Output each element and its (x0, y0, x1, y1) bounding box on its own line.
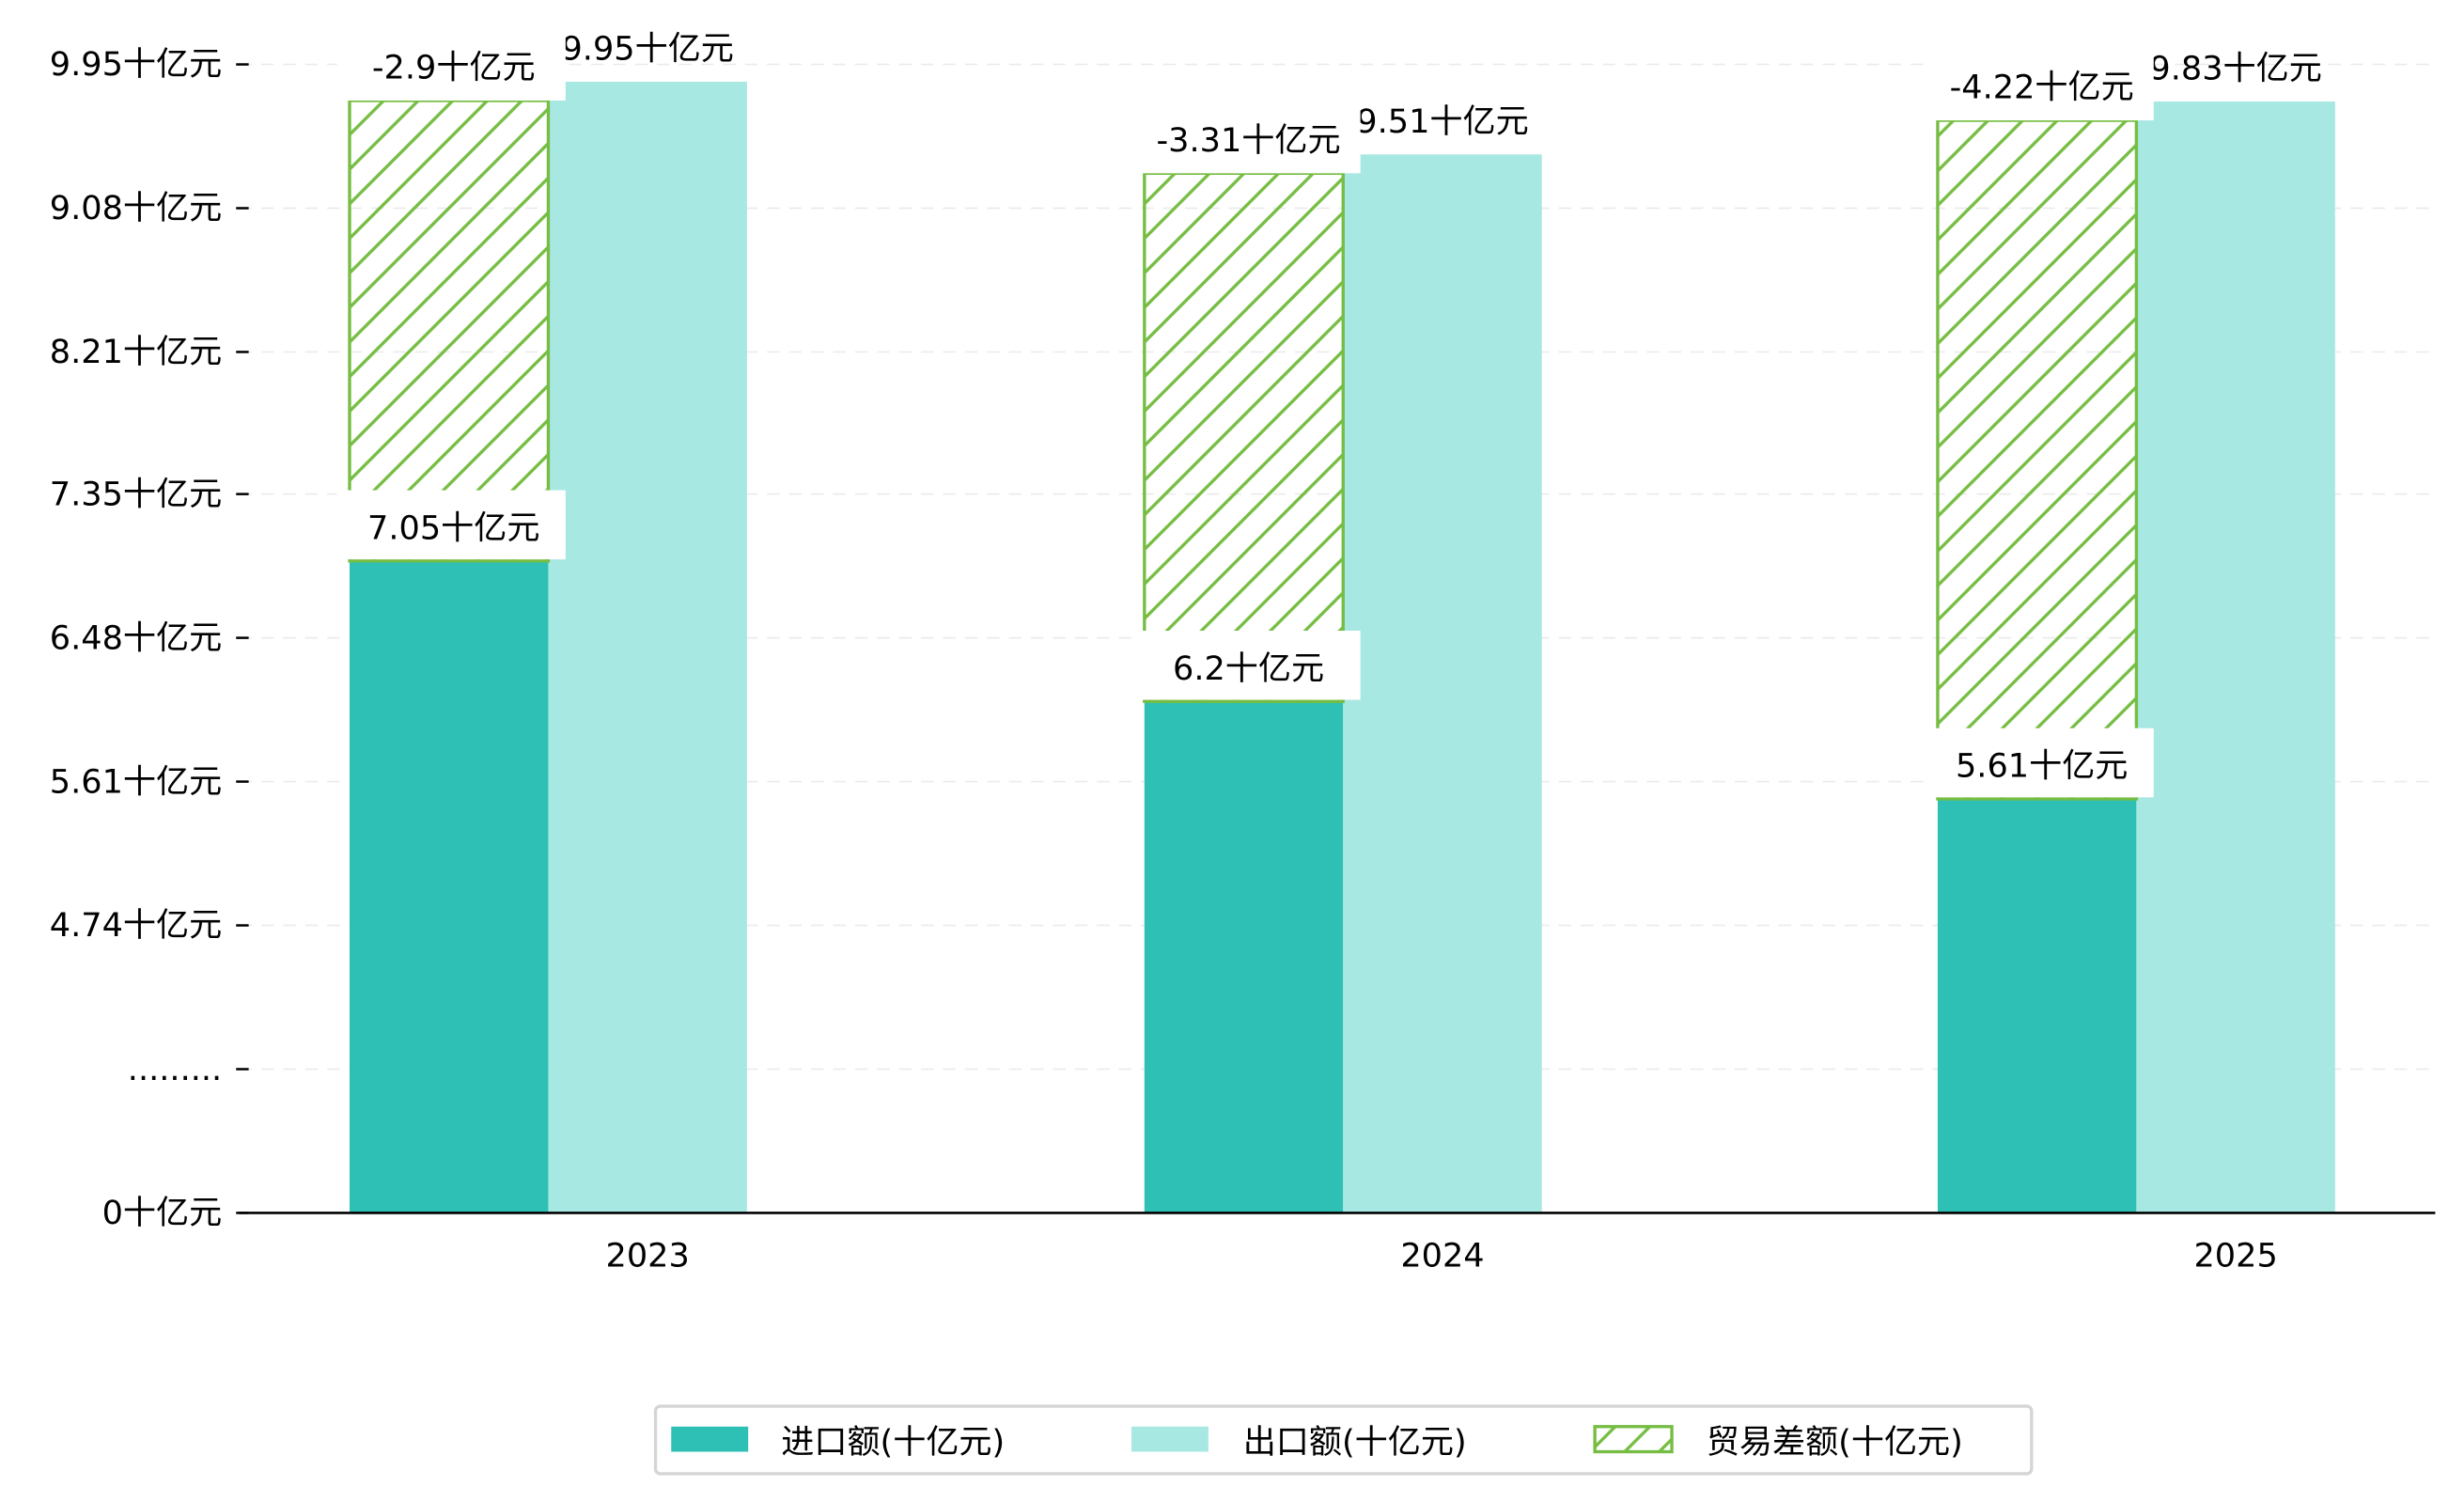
import-label-box (336, 490, 566, 560)
export-label: 9.83十亿元 (2149, 50, 2321, 88)
bar-export (548, 81, 747, 1213)
balance-label-box (1925, 51, 2154, 121)
legend-swatch (1131, 1426, 1209, 1452)
legend-box (653, 1404, 2034, 1476)
legend: 进口额(十亿元) 出口额(十亿元) 贸易差额(十亿元) (653, 1404, 2034, 1476)
bar-export (2136, 102, 2335, 1213)
bar-import (1937, 798, 2137, 1213)
import-label: 6.2十亿元 (1173, 649, 1324, 688)
export-label: 9.95十亿元 (561, 30, 733, 69)
y-tick-label: 0十亿元 (102, 1194, 223, 1232)
bar-export (1343, 154, 1542, 1213)
legend-label: 进口额(十亿元) (781, 1423, 1005, 1462)
data-labels: 9.95十亿元 7.05十亿元 -2.9十亿元 9.51十亿元 6.2十亿元 -3.31十… (336, 30, 2322, 798)
balance-label-box (1131, 103, 1361, 174)
legend-swatch-trade-balance (1593, 1425, 1674, 1454)
y-tick-label: 4.74十亿元 (50, 906, 222, 945)
bar-import (1144, 701, 1344, 1213)
import-label: 7.05十亿元 (367, 508, 539, 547)
y-tick-label: 8.21十亿元 (50, 333, 222, 371)
balance-label: -3.31十亿元 (1157, 121, 1341, 160)
axes: 0十亿元......... 4.74十亿元 5.61十亿元 6.48十亿元 7.35十亿… (50, 45, 2436, 1275)
y-tick-label: 9.95十亿元 (50, 45, 222, 84)
x-tick-label: 2024 (1400, 1236, 1484, 1275)
export-label: 9.51十亿元 (1356, 102, 1528, 141)
legend-label: 出口额(十亿元) (1243, 1423, 1467, 1462)
bar-import (350, 560, 549, 1213)
y-tick-label: 7.35十亿元 (50, 475, 222, 513)
bar-trade-balance (1936, 118, 2139, 801)
y-tick-label: 6.48十亿元 (50, 618, 222, 657)
balance-label: -2.9十亿元 (372, 49, 536, 87)
x-tick-label: 2023 (606, 1236, 690, 1275)
balance-label: -4.22十亿元 (1950, 69, 2134, 107)
import-label-box (1131, 631, 1361, 700)
legend-label: 贸易差额(十亿元) (1707, 1423, 1963, 1462)
y-tick-label: 5.61十亿元 (50, 762, 222, 801)
y-tick-label: 9.08十亿元 (50, 189, 222, 227)
bar-trade-balance (1143, 171, 1345, 703)
balance-label-box (336, 31, 566, 101)
import-label-box (1925, 728, 2154, 798)
import-label: 5.61十亿元 (1956, 747, 2128, 786)
legend-swatch (671, 1426, 749, 1452)
x-tick-label: 2025 (2193, 1236, 2277, 1275)
y-tick-label: ......... (128, 1050, 222, 1088)
